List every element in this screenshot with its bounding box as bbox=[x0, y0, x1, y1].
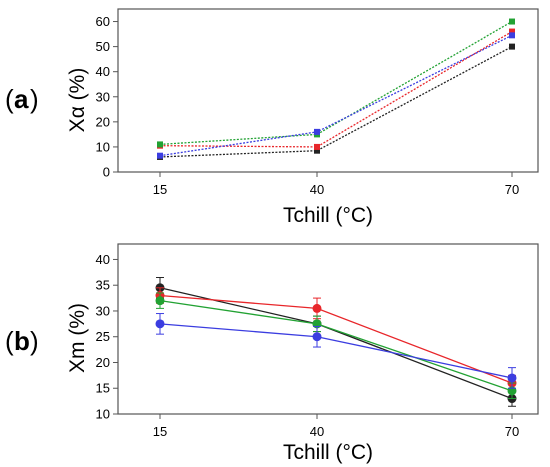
panel-b-data-point bbox=[312, 332, 322, 342]
panel-a-label-close: ) bbox=[30, 84, 39, 114]
panel-a-series-line bbox=[159, 31, 513, 148]
panel-a-x-axis-title: Tchill (°C) bbox=[283, 204, 373, 227]
panel-b-label: b bbox=[14, 326, 30, 356]
panel-b-data-point bbox=[507, 373, 517, 383]
panel-a-y-tick-label: 0 bbox=[103, 165, 110, 180]
panel-a-y-tick-label: 20 bbox=[96, 114, 110, 129]
panel-a-label: a bbox=[14, 84, 29, 114]
panel-b-x-ticks: 15 40 70 bbox=[153, 414, 519, 439]
panel-b-x-axis-title: Tchill (°C) bbox=[283, 441, 373, 464]
panel-b-x-tick-label: 40 bbox=[310, 424, 324, 439]
panel-a-label-open: ( bbox=[5, 84, 14, 114]
panel-a-y-ticks: 0 10 20 30 40 50 60 bbox=[96, 14, 118, 180]
panel-b-y-tick-label: 10 bbox=[96, 407, 110, 422]
panel-a-data-point bbox=[509, 18, 515, 25]
panel-a-x-tick-label: 70 bbox=[505, 182, 519, 197]
panel-a-y-axis-title: Xα (%) bbox=[66, 68, 89, 133]
panel-a: ( a ) Xα (%) 0 10 20 30 40 50 60 15 40 70 Tchill… bbox=[5, 8, 539, 227]
panel-b-y-ticks: 10 15 20 25 30 35 40 bbox=[96, 252, 118, 422]
panel-a-plot-frame bbox=[117, 8, 539, 173]
panel-b-series bbox=[155, 276, 517, 407]
panel-a-x-tick-label: 40 bbox=[310, 182, 324, 197]
panel-b-data-point bbox=[155, 319, 165, 329]
panel-b-data-point bbox=[155, 296, 165, 306]
panel-b-series-line bbox=[159, 323, 513, 379]
panel-a-x-ticks: 15 40 70 bbox=[153, 172, 519, 197]
panel-b: ( b ) Xm (%) 10 15 20 25 30 35 40 15 40 70 Tchil… bbox=[5, 243, 539, 464]
panel-a-data-point bbox=[509, 43, 515, 50]
panel-b-data-point bbox=[312, 303, 322, 313]
panel-a-data-point bbox=[314, 143, 320, 150]
panel-b-label-open: ( bbox=[5, 326, 14, 356]
panel-a-data-point bbox=[314, 147, 320, 154]
panel-a-data-point bbox=[509, 28, 515, 35]
panel-a-x-tick-label: 15 bbox=[153, 182, 167, 197]
panel-a-y-tick-label: 60 bbox=[96, 14, 110, 29]
panel-a-series bbox=[157, 18, 515, 160]
panel-b-label-close: ) bbox=[30, 326, 39, 356]
panel-a-data-point bbox=[157, 141, 163, 148]
panel-b-y-tick-label: 30 bbox=[96, 303, 110, 318]
panel-a-data-point bbox=[314, 128, 320, 135]
panel-b-x-tick-label: 15 bbox=[153, 424, 167, 439]
panel-b-y-tick-label: 25 bbox=[96, 329, 110, 344]
panel-b-series-line bbox=[159, 287, 513, 400]
panel-a-data-point bbox=[157, 152, 163, 159]
panel-a-data-point bbox=[509, 32, 515, 39]
panel-a-series-line bbox=[159, 20, 513, 146]
panel-b-plot-frame bbox=[117, 243, 539, 415]
panel-b-x-tick-label: 70 bbox=[505, 424, 519, 439]
panel-a-series-line bbox=[159, 34, 513, 157]
panel-a-y-tick-label: 50 bbox=[96, 39, 110, 54]
panel-b-y-tick-label: 15 bbox=[96, 381, 110, 396]
panel-a-y-tick-label: 10 bbox=[96, 139, 110, 154]
panel-b-y-tick-label: 20 bbox=[96, 355, 110, 370]
panel-b-y-tick-label: 40 bbox=[96, 252, 110, 267]
panel-b-y-tick-label: 35 bbox=[96, 278, 110, 293]
panel-b-series-line bbox=[159, 300, 513, 392]
panel-b-y-axis-title: Xm (%) bbox=[66, 303, 89, 373]
panel-a-y-tick-label: 40 bbox=[96, 64, 110, 79]
panel-a-y-tick-label: 30 bbox=[96, 89, 110, 104]
